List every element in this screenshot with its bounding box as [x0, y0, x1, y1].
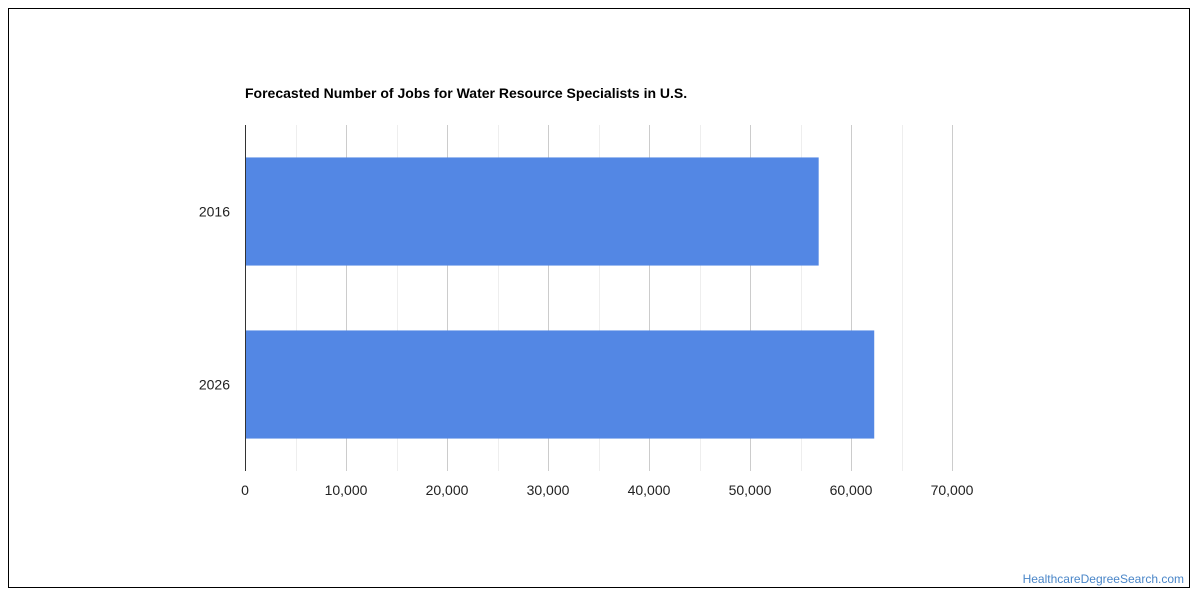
- x-tick-label: 70,000: [931, 482, 974, 498]
- x-tick-label: 20,000: [426, 482, 469, 498]
- category-label-2026: 2026: [199, 377, 230, 393]
- chart-frame: [8, 8, 1190, 588]
- bars: [245, 157, 875, 439]
- x-tick-label: 40,000: [628, 482, 671, 498]
- x-tick-label: 60,000: [830, 482, 873, 498]
- chart-title: Forecasted Number of Jobs for Water Reso…: [245, 85, 688, 101]
- tick-labels: 2016 2026 0 10,000 20,000 30,000 40,000 50,000 6…: [199, 204, 974, 499]
- bar-2016[interactable]: [245, 157, 819, 266]
- site-watermark[interactable]: HealthcareDegreeSearch.com: [1022, 572, 1184, 586]
- x-tick-label: 0: [241, 482, 249, 498]
- x-tick-label: 30,000: [527, 482, 570, 498]
- category-label-2016: 2016: [199, 204, 230, 220]
- bar-2026[interactable]: [245, 330, 875, 439]
- x-tick-label: 10,000: [325, 482, 368, 498]
- x-tick-label: 50,000: [729, 482, 772, 498]
